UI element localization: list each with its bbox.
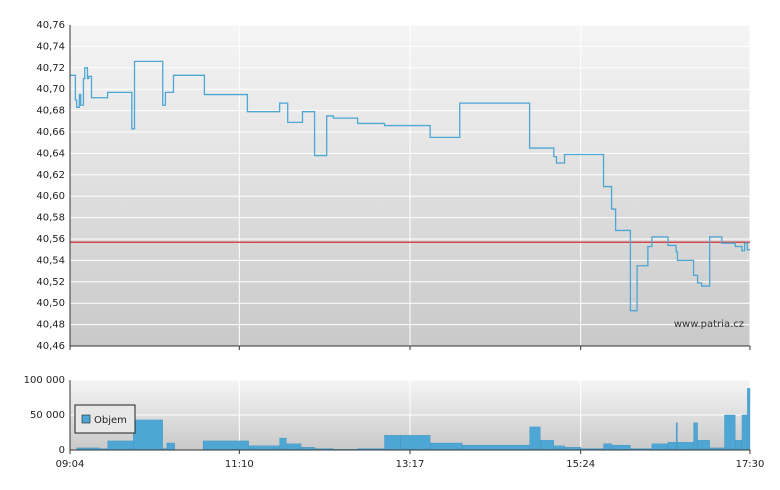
x-tick-label: 17:30 — [736, 459, 765, 470]
y-tick-label: 40,46 — [36, 341, 65, 352]
y-tick-label: 40,56 — [36, 234, 65, 245]
x-tick-label: 09:04 — [56, 459, 85, 470]
volume-bar — [202, 440, 249, 451]
volume-bar — [400, 435, 431, 451]
volume-bar — [166, 442, 175, 451]
volume-bar — [384, 435, 401, 451]
volume-bar — [529, 426, 541, 451]
legend-swatch — [81, 414, 91, 424]
volume-bar — [462, 444, 530, 451]
volume-bar — [724, 414, 736, 451]
y-tick-label: 40,54 — [36, 255, 65, 266]
volume-bar — [677, 442, 694, 451]
legend-label: Objem — [94, 415, 127, 426]
volume-bar — [248, 445, 280, 451]
x-tick-label: 13:17 — [396, 459, 425, 470]
y-tick-label: 50 000 — [30, 410, 65, 421]
y-tick-label: 40,48 — [36, 320, 65, 331]
volume-bar — [611, 444, 631, 451]
volume-bar — [651, 443, 669, 451]
y-tick-label: 40,50 — [36, 298, 65, 309]
volume-bar — [735, 440, 743, 451]
volume-bar — [697, 440, 710, 451]
watermark: www.patria.cz — [674, 319, 744, 330]
volume-bar — [286, 443, 302, 451]
y-tick-label: 40,64 — [36, 148, 65, 159]
volume-bar — [675, 422, 678, 451]
volume-bar — [107, 440, 134, 451]
volume-bar — [540, 440, 554, 451]
y-tick-label: 40,70 — [36, 84, 65, 95]
y-tick-label: 40,68 — [36, 106, 65, 117]
y-tick-label: 40,62 — [36, 170, 65, 181]
y-tick-label: 40,60 — [36, 191, 65, 202]
volume-bar — [741, 414, 748, 451]
x-tick-label: 11:10 — [225, 459, 254, 470]
y-tick-label: 40,74 — [36, 41, 65, 52]
volume-bar — [693, 422, 698, 451]
y-tick-label: 40,66 — [36, 127, 65, 138]
y-tick-label: 0 — [59, 445, 65, 456]
y-tick-label: 40,72 — [36, 63, 65, 74]
volume-bar — [430, 442, 463, 451]
y-tick-label: 100 000 — [24, 375, 65, 386]
x-tick-label: 15:24 — [566, 459, 595, 470]
y-tick-label: 40,58 — [36, 213, 65, 224]
volume-bar — [603, 443, 612, 451]
volume-bar — [667, 442, 677, 451]
volume-bar — [279, 437, 287, 451]
price-line — [70, 60, 750, 312]
y-tick-label: 40,76 — [36, 20, 65, 31]
volume-bar — [133, 419, 163, 451]
volume-bar — [747, 388, 751, 451]
y-tick-label: 40,52 — [36, 277, 65, 288]
volume-bar — [553, 445, 565, 451]
